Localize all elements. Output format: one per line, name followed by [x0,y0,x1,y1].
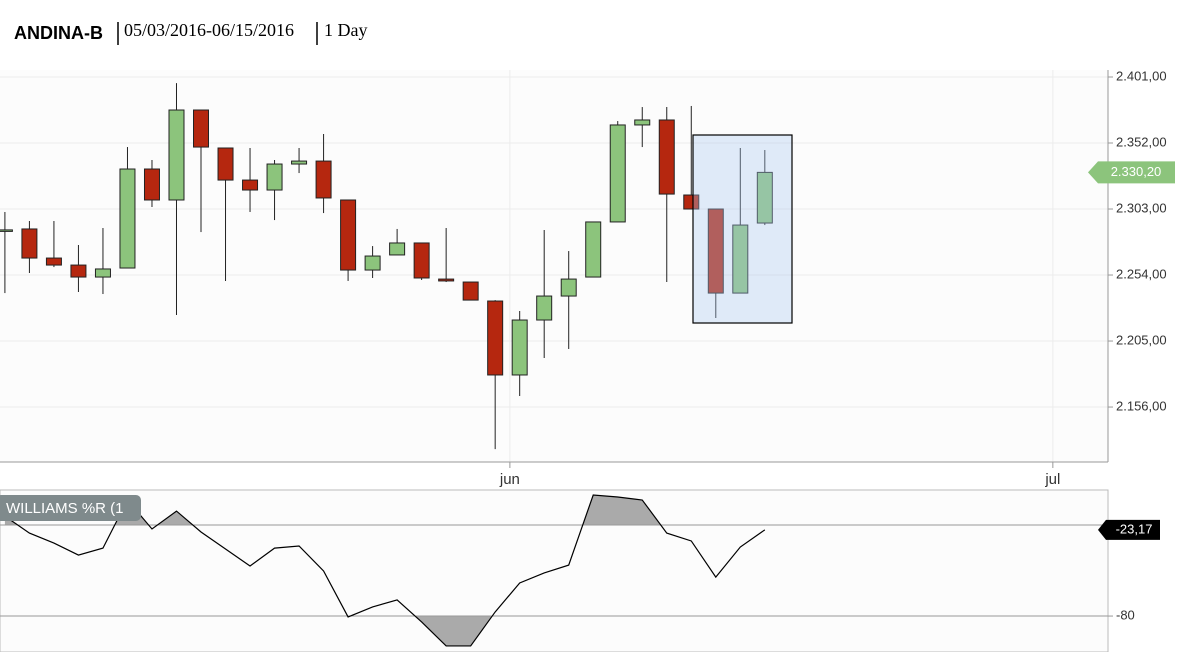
candle-body [609,124,626,223]
y-tick-label: 2.156,00 [1116,398,1167,413]
indicator-area [0,489,1109,653]
candle-body [707,208,724,294]
candle-body [634,119,651,126]
candle-body [364,255,381,271]
selection-box[interactable] [692,134,793,324]
candle-body [658,119,675,195]
candle-body [242,179,259,191]
y-tick-label: -80 [1116,607,1135,622]
indicator-title: WILLIAMS %R (1 [6,500,124,517]
last-price-tag [1088,161,1175,184]
date-range: 05/03/2016-06/15/2016 [124,20,294,40]
indicator-badge [0,495,141,521]
y-tick-label: 2.352,00 [1116,134,1167,149]
candle-body [266,163,283,191]
y-tick-label: 2.254,00 [1116,266,1167,281]
candle-body [536,295,553,321]
candle-body [291,160,308,165]
candle-body [94,268,111,278]
candle-body [413,242,430,279]
candle-body [511,319,528,376]
candle-body [143,168,160,201]
candle-body [45,257,62,266]
plot-area [0,70,1108,462]
y-tick-label: 2.303,00 [1116,200,1167,215]
candle-body [340,199,357,271]
y-tick-label: 2.401,00 [1116,68,1167,83]
candle-body [217,147,234,181]
candle-body [168,109,185,201]
candle-body [487,300,504,376]
candle-body [756,171,773,224]
candle-body [389,242,406,256]
candle-body [315,160,332,199]
candle-body [70,264,87,278]
candle-body [193,109,210,148]
chart-title: ANDINA-B [14,23,103,43]
last-value-label: -23,17 [1116,521,1153,536]
last-price-label: 2.330,20 [1111,164,1162,179]
interval: 1 Day [324,20,368,40]
y-tick-label: 2.205,00 [1116,332,1167,347]
last-value-tag [1098,519,1160,540]
x-tick-label: jun [499,471,520,488]
candle-body [732,224,749,294]
candle-body [560,278,577,297]
x-tick-label: jul [1044,471,1060,488]
candle-body [21,228,38,259]
candle-body [683,194,700,210]
candle-body [438,278,455,282]
level-fill [4,495,765,526]
candle-body [119,168,136,269]
candle-body [585,221,602,278]
candle-body [462,281,479,301]
candle-body [0,229,13,232]
